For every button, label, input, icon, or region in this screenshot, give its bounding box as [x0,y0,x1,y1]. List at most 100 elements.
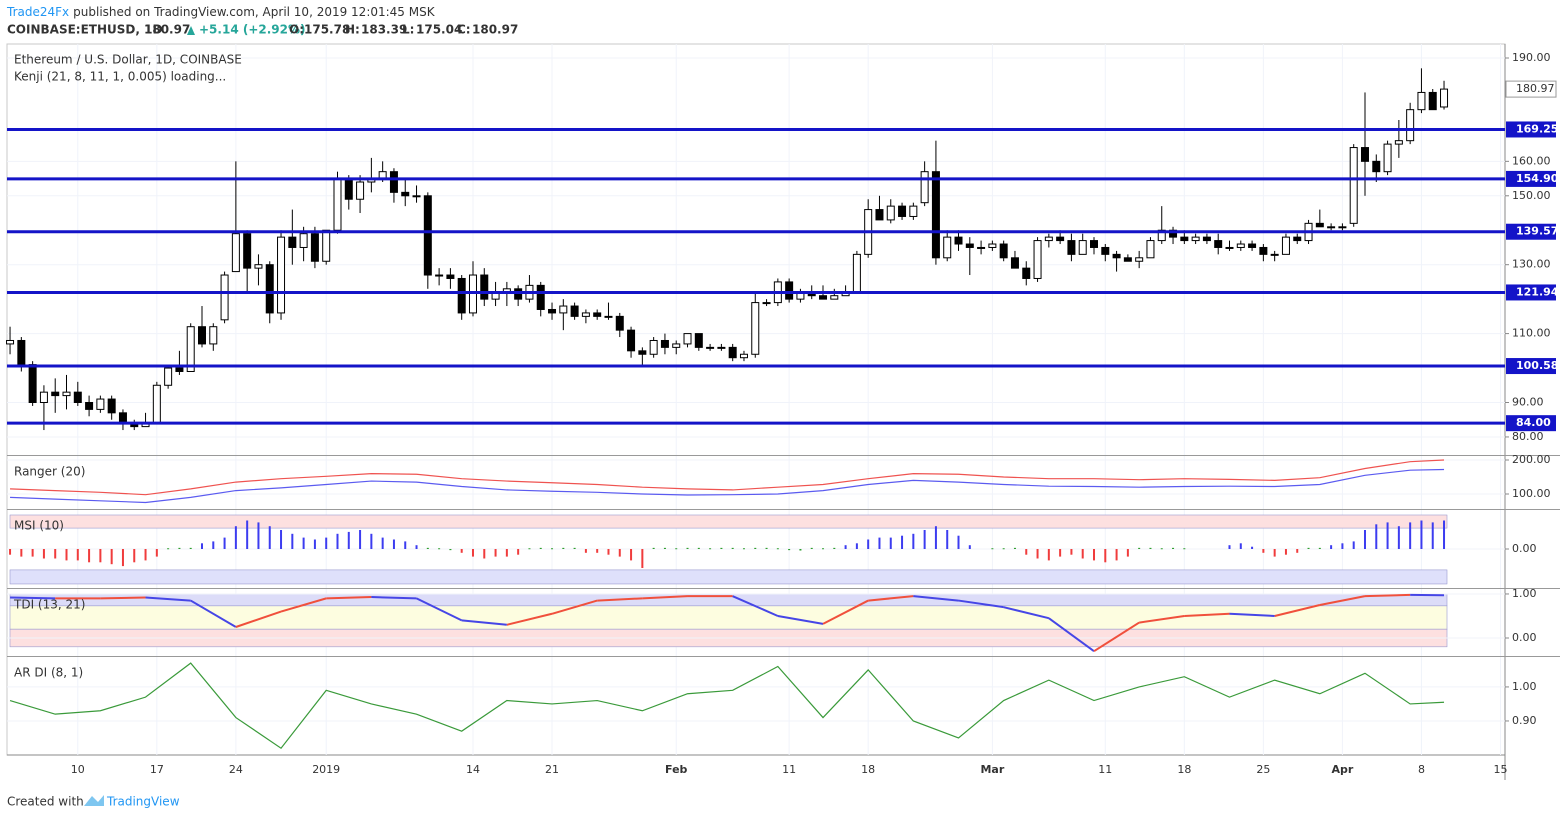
line-segment [868,595,914,602]
histogram-bar [268,526,271,549]
ohlc-label: O: [289,23,304,37]
histogram-bar [991,548,994,550]
candle-body [175,367,184,372]
candle-body [638,350,647,355]
candle-body [1191,236,1200,242]
candle-body [1394,140,1403,145]
y-tick-label: 100.00 [1512,487,1551,500]
x-tick-label: Feb [665,763,688,776]
histogram-bar [370,533,373,549]
histogram-bar [42,549,45,559]
ohlc-label: C: [457,23,471,37]
candle-body [73,391,82,403]
pane-title: MSI (10) [14,519,64,533]
line-segment [913,595,959,602]
histogram-bar [1093,549,1096,561]
line-segment [822,599,869,625]
header-line: Trade24Fx published on TradingView.com, A… [6,5,436,19]
candle-body [288,236,297,248]
histogram-bar [1149,547,1152,549]
symbol: COINBASE:ETHUSD, 1D [7,23,162,37]
candle-body [672,343,681,348]
histogram-bar [1138,547,1141,549]
candle-body [1338,226,1347,229]
candle-body [344,178,353,200]
candle-body [1056,236,1065,242]
line-segment [100,596,146,600]
y-tick-label: 90.00 [1512,395,1544,408]
candle-body [852,253,861,293]
histogram-bar [607,549,610,555]
histogram-bar [1239,543,1242,549]
candle-body [1406,109,1415,142]
candle-body [999,243,1008,259]
line-segment [1229,612,1275,617]
logo [84,795,104,806]
candle-body [62,391,71,397]
candle-body [977,246,986,249]
candle-body [1010,257,1019,269]
candle-body [220,274,229,321]
histogram-bar [810,547,813,549]
candle-body [717,346,726,349]
histogram-bar [1059,549,1062,557]
candle-body [649,339,658,355]
histogram-bar [630,549,633,561]
frame [6,43,1506,780]
histogram-bar [1126,549,1129,557]
line-segment [235,610,282,628]
candle-body [1315,222,1324,228]
histogram-bar [776,548,779,550]
y-tick-label: 1.00 [1512,587,1537,600]
candle-body [728,346,737,359]
histogram-bar [1002,548,1005,550]
candle-body [593,312,602,317]
candle-body [920,171,929,204]
candle-body [107,398,116,414]
histogram-bar [1397,526,1400,549]
candle-body [1248,243,1257,248]
histogram-bar [867,539,870,549]
histogram-bar [528,548,531,550]
line-segment [190,599,237,628]
candle-body [457,277,466,314]
histogram-bar [65,549,68,561]
y-tick-label: 80.00 [1512,430,1544,443]
candle-body [96,398,105,410]
candle-body [186,326,195,372]
x-tick-label: 11 [782,763,796,776]
histogram-bar [641,549,644,568]
footer-brand[interactable]: TradingView [106,795,180,809]
line-segment [326,596,372,600]
histogram-bar [901,535,904,549]
pane-title: Ranger (20) [14,465,85,479]
indicator-line [10,459,1445,496]
candle-body [615,315,624,331]
publisher: Trade24Fx [6,5,69,19]
histogram-bar [1047,549,1050,561]
level-tag [1506,358,1556,375]
histogram-bar [257,522,260,549]
candle-body [1033,240,1042,279]
histogram-bar [88,549,91,563]
line-segment [1184,612,1230,617]
histogram-bar [934,526,937,549]
histogram-bar [912,533,915,549]
ohlc-label: L: [402,23,414,37]
histogram-bar [200,543,203,549]
histogram-bar [1228,545,1231,549]
line-segment [1319,595,1366,606]
histogram-bar [731,547,734,549]
histogram-bar [1307,547,1310,549]
histogram-bar [1115,549,1118,561]
x-tick-label: Mar [980,763,1004,776]
histogram-bar [1036,549,1039,559]
histogram-bar [31,549,34,557]
candle-body [830,295,839,300]
candle-body [1180,236,1189,242]
histogram-bar [291,533,294,549]
histogram-bar [765,547,768,549]
histogram-bar [155,549,158,557]
histogram-bar [1363,530,1366,549]
pane-title: TDI (13, 21) [13,598,85,612]
